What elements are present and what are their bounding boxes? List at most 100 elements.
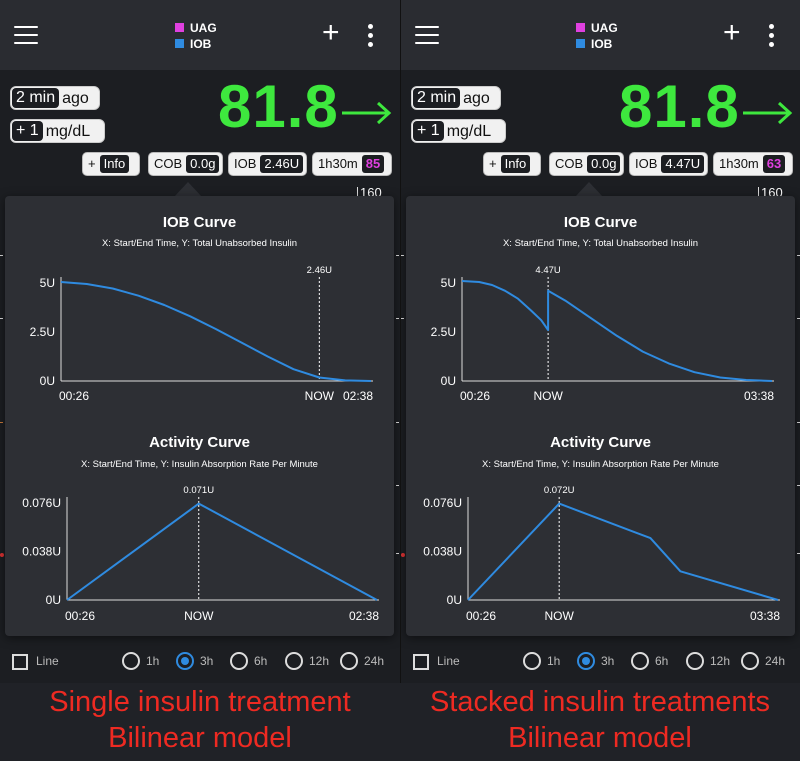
legend-uag: UAG (576, 20, 618, 36)
iob-swatch-icon (175, 39, 184, 49)
now-marker-label: 0.071U (183, 485, 214, 496)
caption-line-2: Bilinear model (508, 722, 692, 754)
y-tick-label: 0.076U (22, 496, 61, 510)
iob-chip[interactable]: IOB 2.46U (228, 152, 307, 176)
delta-value: + 1 (413, 121, 444, 141)
axis-tick (0, 255, 3, 256)
uag-swatch-icon (175, 23, 184, 33)
axis-tick (396, 255, 399, 256)
iob-chip[interactable]: IOB 4.47U (629, 152, 708, 176)
iob-chart: 5U 2.5U 0U 00:26 NOW 03:38 4.47U (431, 265, 775, 403)
delta-pill: + 1 mg/dL (10, 119, 105, 143)
radio-24h[interactable] (741, 652, 759, 670)
info-chip[interactable]: + Info (82, 152, 140, 176)
axis-tick (758, 187, 759, 199)
iob-chart-subtitle: X: Start/End Time, Y: Total Unabsorbed I… (101, 238, 298, 249)
x-tick-label: 00:26 (65, 609, 95, 623)
time-chip[interactable]: 1h30m 63 (713, 152, 793, 176)
time-ago-pill: 2 min ago (411, 86, 501, 110)
cob-chip[interactable]: COB 0.0g (148, 152, 223, 176)
more-vertical-icon[interactable] (368, 24, 374, 51)
axis-tick (797, 422, 800, 423)
hamburger-menu-icon[interactable] (415, 26, 439, 46)
panel-left: UAG IOB + 2 min ago + 1 mg/dL 81.8 + Info C… (0, 0, 400, 683)
x-tick-label: 00:26 (460, 389, 490, 403)
time-ago-unit: ago (463, 90, 490, 107)
x-tick-label: 02:38 (343, 389, 373, 403)
cob-chip[interactable]: COB 0.0g (549, 152, 624, 176)
radio-12h[interactable] (686, 652, 704, 670)
radio-12h[interactable] (285, 652, 303, 670)
popover-caret (174, 182, 202, 197)
axis-tick (797, 553, 800, 554)
panel-right: UAG IOB + 2 min ago + 1 mg/dL 81.8 + Info C… (400, 0, 800, 683)
series-line (60, 281, 372, 382)
x-tick-label: NOW (184, 609, 214, 623)
y-tick-label: 2.5U (30, 325, 55, 339)
axis-tick (396, 553, 399, 554)
axis-tick (396, 318, 399, 319)
popover-caret (575, 182, 603, 197)
axis-tick (0, 318, 3, 319)
info-chip[interactable]: + Info (483, 152, 541, 176)
bg-value: 81.8 (218, 73, 339, 140)
y-tick-label: 0U (447, 593, 462, 607)
radio-1h[interactable] (523, 652, 541, 670)
x-tick-label: 02:38 (349, 609, 379, 623)
chart-legend: UAG IOB (576, 20, 618, 52)
line-checkbox[interactable] (413, 654, 429, 670)
iob-popover: IOB Curve X: Start/End Time, Y: Total Un… (5, 196, 394, 636)
arrow-right-icon (743, 101, 793, 125)
caption-line-1: Stacked insulin treatments (429, 686, 771, 718)
activity-chart-title: Activity Curve (149, 434, 250, 451)
y-tick-label: 0U (441, 374, 456, 388)
axis-tick (797, 318, 800, 319)
now-marker-label: 2.46U (307, 265, 332, 276)
x-tick-label: 03:38 (750, 609, 780, 623)
iob-chart-title: IOB Curve (563, 214, 638, 231)
axis-tick (357, 187, 358, 199)
radio-24h[interactable] (340, 652, 358, 670)
bg-value: 81.8 (619, 73, 740, 140)
iob-chart-title: IOB Curve (162, 214, 237, 231)
x-tick-label: NOW (545, 609, 575, 623)
app-bar: UAG IOB + (401, 0, 800, 70)
axis-tick (396, 485, 399, 486)
time-chip[interactable]: 1h30m 85 (312, 152, 392, 176)
bottom-controls: Line 1h 3h 6h 12h 24h (401, 652, 800, 672)
plus-icon[interactable]: + (322, 16, 340, 49)
radio-3h[interactable] (577, 652, 595, 670)
time-ago-pill: 2 min ago (10, 86, 100, 110)
caption-left: Single insulin treatment Bilinear model (0, 684, 400, 756)
axis-tick (0, 422, 3, 423)
plus-icon[interactable]: + (723, 16, 741, 49)
line-checkbox[interactable] (12, 654, 28, 670)
more-vertical-icon[interactable] (769, 24, 775, 51)
legend-iob: IOB (576, 36, 618, 52)
line-checkbox-label: Line (437, 654, 460, 668)
y-tick-label: 0.076U (423, 496, 462, 510)
iob-swatch-icon (576, 39, 585, 49)
delta-unit: mg/dL (446, 123, 492, 140)
series-line (467, 502, 779, 601)
y-tick-label: 0U (46, 593, 61, 607)
now-marker-label: 4.47U (535, 265, 560, 276)
radio-6h[interactable] (230, 652, 248, 670)
x-tick-label: 00:26 (466, 609, 496, 623)
y-tick-label: 2.5U (431, 325, 456, 339)
axis-tick (396, 422, 399, 423)
axis-tick (797, 255, 800, 256)
delta-value: + 1 (12, 121, 43, 141)
app-bar: UAG IOB + (0, 0, 400, 70)
caption-right: Stacked insulin treatments Bilinear mode… (400, 684, 800, 756)
activity-chart: 0.076U 0.038U 0U 00:26 NOW 03:38 0.072U (423, 485, 780, 623)
radio-1h[interactable] (122, 652, 140, 670)
line-checkbox-label: Line (36, 654, 59, 668)
series-line (461, 280, 773, 382)
axis-tick (401, 318, 404, 319)
legend-uag: UAG (175, 20, 217, 36)
radio-3h[interactable] (176, 652, 194, 670)
hamburger-menu-icon[interactable] (14, 26, 38, 46)
now-marker-label: 0.072U (544, 485, 575, 496)
radio-6h[interactable] (631, 652, 649, 670)
